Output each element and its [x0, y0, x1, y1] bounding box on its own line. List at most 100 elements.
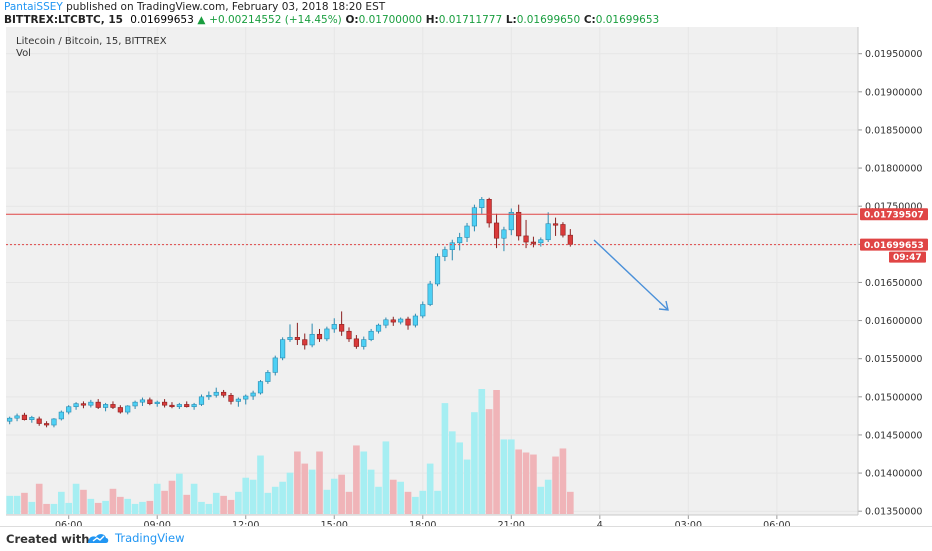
low-label: L: [505, 14, 517, 26]
low-value: 0.01699650 [516, 14, 581, 26]
volume-bar [308, 469, 316, 514]
volume-bar [109, 488, 117, 514]
candle-body [508, 211, 514, 231]
volume-bar [382, 441, 390, 514]
volume-bar [58, 491, 65, 514]
volume-bar [198, 501, 205, 514]
x-tick-label: 21:00 [498, 520, 525, 526]
candle-body [501, 229, 507, 239]
candle-body [213, 391, 219, 396]
x-tick-label: 15:00 [321, 520, 348, 526]
candle-body [176, 404, 182, 408]
chart-header: PantaiSSEY published on TradingView.com,… [0, 0, 932, 26]
high-value: 0.01711777 [438, 14, 503, 26]
resistance-price-badge [860, 208, 928, 221]
candle-body [80, 403, 87, 406]
y-tick-label: 0.01750000 [865, 202, 922, 213]
candle-body [184, 404, 190, 408]
volume-bar [271, 486, 279, 514]
volume-bar [316, 451, 323, 514]
author-link[interactable]: PantaiSSEY [4, 1, 63, 13]
candle-body [154, 401, 160, 404]
x-tick-label: 03:00 [675, 520, 702, 526]
candle-body [427, 283, 433, 305]
candle-body [280, 339, 286, 359]
candle-body [412, 315, 418, 326]
volume-bar [367, 469, 375, 514]
candle-body [493, 222, 500, 239]
candle-body [66, 406, 72, 413]
volume-bar [412, 496, 419, 514]
volume-bar [94, 502, 102, 514]
candle-body [21, 414, 28, 420]
y-tick-label: 0.01900000 [865, 87, 922, 98]
candle-body [117, 407, 123, 413]
volume-bar [220, 495, 227, 514]
volume-bars [6, 389, 574, 514]
countdown-badge [889, 251, 926, 263]
published-text: published on TradingView.com, February 0… [62, 1, 386, 13]
volume-bar [6, 495, 14, 514]
volume-bar [478, 389, 486, 514]
candle-body [43, 423, 50, 426]
volume-bar [102, 500, 109, 514]
volume-bar [72, 483, 80, 514]
volume-bar [448, 431, 456, 514]
candle-body [272, 357, 278, 373]
candle-body [73, 403, 79, 408]
candle-body [346, 330, 352, 340]
volume-bar [50, 503, 58, 514]
volume-bar [500, 439, 508, 514]
x-tick-label: 4 [597, 520, 603, 526]
y-tick-label: 0.01650000 [865, 278, 922, 289]
candle-body [287, 337, 293, 340]
candle-body [132, 401, 138, 407]
candle-body [368, 330, 374, 340]
tradingview-link[interactable]: TradingView [86, 531, 184, 545]
x-axis[interactable]: 06:00 09:00 12:00 15:00 18:00 21:00 4 03:00 06:0… [55, 27, 791, 526]
candle-body [449, 242, 455, 250]
volume-label: Vol [16, 48, 31, 59]
up-arrow-icon: ▲ [197, 14, 206, 26]
volume-bar [168, 480, 176, 514]
volume-bar [419, 490, 427, 514]
volume-bar [301, 463, 309, 514]
volume-bar [117, 496, 124, 514]
ohlc-line: BITTREX:LTCBTC, 15 0.01699653 ▲ +0.00214… [4, 14, 659, 26]
volume-bar [544, 479, 552, 514]
volume-bar [530, 454, 537, 514]
candle-body [58, 411, 64, 420]
volume-bar [21, 492, 28, 514]
volume-bar [242, 477, 250, 514]
volume-bar [463, 459, 471, 514]
volume-bar [456, 442, 463, 514]
candle-body [147, 399, 153, 404]
x-tick-label: 06:00 [763, 520, 790, 526]
candle-body [235, 398, 241, 402]
high-label: H: [425, 14, 439, 26]
volume-bar [65, 502, 73, 514]
volume-bar [227, 499, 235, 514]
candle-body [390, 319, 396, 323]
candle-body [552, 223, 559, 226]
volume-bar [397, 481, 404, 514]
candle-body [316, 333, 323, 340]
change-text: +0.00214552 (+14.45%) [209, 14, 342, 26]
candle-body [36, 418, 42, 424]
volume-bar [493, 390, 500, 514]
candle-body [29, 417, 35, 420]
chart-pane[interactable] [6, 27, 858, 515]
candle-body [442, 249, 448, 257]
candle-body [331, 324, 337, 330]
volume-bar [190, 483, 198, 514]
candle-body [523, 235, 529, 243]
volume-bar [131, 503, 139, 514]
last-price-badge [860, 238, 928, 251]
volume-bar [183, 494, 191, 514]
volume-bar [279, 481, 286, 514]
candle-body [434, 256, 441, 285]
y-tick-label: 0.01450000 [865, 430, 922, 441]
volume-bar [471, 412, 478, 514]
candle-body [339, 324, 345, 332]
chart-canvas[interactable]: 0.01350000 0.01400000 0.01450000 0.01500000… [0, 0, 932, 526]
